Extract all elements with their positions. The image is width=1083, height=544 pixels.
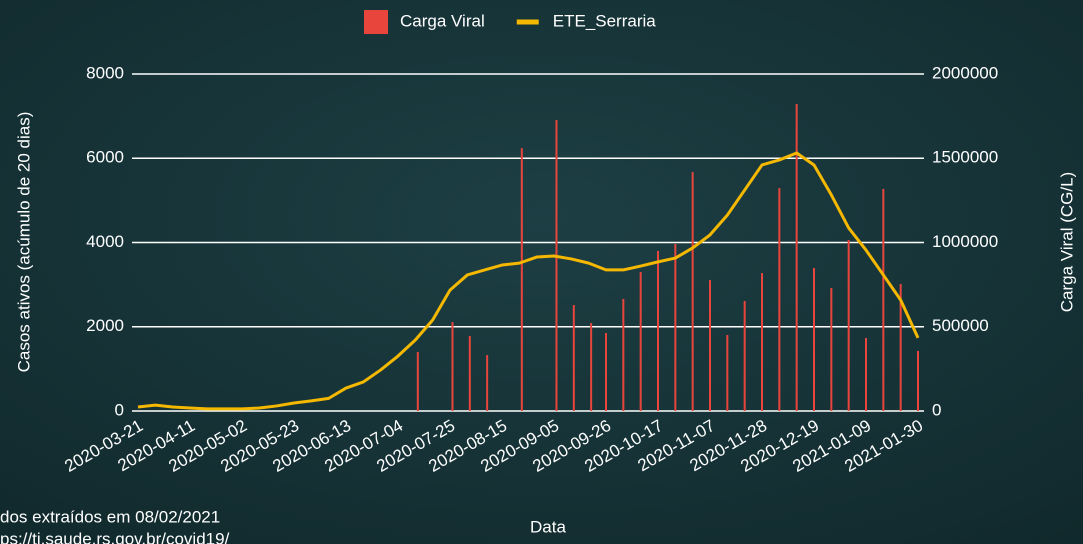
y2-tick-label: 500000	[932, 316, 989, 335]
bar	[468, 336, 471, 411]
y-tick-label: 4000	[86, 232, 124, 251]
bar	[882, 188, 885, 411]
y2-axis-title: Carga Viral (CG/L)	[1057, 172, 1076, 312]
bar	[590, 323, 593, 411]
bar	[813, 267, 815, 411]
bar	[865, 338, 867, 411]
bar	[674, 244, 677, 411]
bar	[761, 272, 763, 411]
bar	[572, 305, 575, 411]
y2-tick-label: 1500000	[932, 148, 998, 167]
source-note: dos extraídos em 08/02/2021	[0, 507, 220, 526]
bar	[691, 172, 694, 411]
legend-label: ETE_Serraria	[553, 11, 657, 30]
x-axis-title: Data	[530, 517, 566, 536]
bar	[847, 239, 850, 411]
line	[137, 151, 920, 411]
bar	[709, 280, 711, 411]
bar	[555, 120, 558, 412]
bar	[639, 271, 642, 411]
y2-tick-label: 2000000	[932, 63, 998, 82]
bar	[657, 250, 659, 411]
bar	[520, 148, 523, 411]
legend-swatch	[364, 10, 388, 34]
bar	[622, 298, 625, 411]
source-note: ps://ti.saude.rs.gov.br/covid19/	[0, 529, 230, 544]
bar	[416, 352, 419, 411]
legend-label: Carga Viral	[400, 11, 485, 30]
y-tick-label: 2000	[86, 316, 124, 335]
bar	[726, 335, 729, 411]
y-axis-title: Casos ativos (acúmulo de 20 dias)	[14, 112, 33, 373]
bar	[605, 332, 607, 411]
bar	[830, 287, 833, 411]
y-tick-label: 0	[115, 400, 124, 419]
bar	[917, 351, 919, 411]
bar	[795, 103, 798, 412]
y2-tick-label: 1000000	[932, 232, 998, 251]
y-tick-label: 8000	[86, 63, 124, 82]
bar	[899, 283, 902, 411]
y2-tick-label: 0	[932, 400, 941, 419]
bar	[743, 300, 746, 411]
bar	[451, 322, 454, 411]
bar	[486, 355, 489, 411]
y-tick-label: 6000	[86, 148, 124, 167]
bar	[778, 188, 781, 411]
